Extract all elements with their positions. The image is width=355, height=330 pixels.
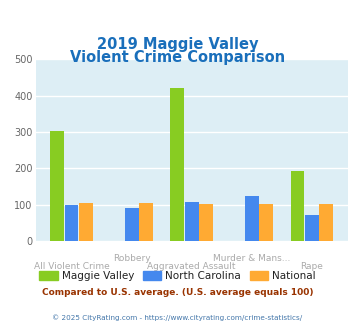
Bar <box>305 215 319 241</box>
Text: © 2025 CityRating.com - https://www.cityrating.com/crime-statistics/: © 2025 CityRating.com - https://www.city… <box>53 314 302 321</box>
Legend: Maggie Valley, North Carolina, National: Maggie Valley, North Carolina, National <box>39 271 316 281</box>
Text: Rape: Rape <box>300 262 323 271</box>
Bar <box>320 204 333 241</box>
Bar <box>245 195 259 241</box>
Text: Compared to U.S. average. (U.S. average equals 100): Compared to U.S. average. (U.S. average … <box>42 287 313 297</box>
Bar <box>185 202 198 241</box>
Bar <box>50 131 64 241</box>
Bar <box>139 203 153 241</box>
Bar <box>79 203 93 241</box>
Text: Murder & Mans...: Murder & Mans... <box>213 253 290 263</box>
Text: All Violent Crime: All Violent Crime <box>34 262 109 271</box>
Bar <box>199 204 213 241</box>
Bar <box>170 88 184 241</box>
Text: Robbery: Robbery <box>113 253 151 263</box>
Bar <box>290 171 304 241</box>
Text: 2019 Maggie Valley: 2019 Maggie Valley <box>97 37 258 52</box>
Text: Aggravated Assault: Aggravated Assault <box>147 262 236 271</box>
Text: Violent Crime Comparison: Violent Crime Comparison <box>70 50 285 65</box>
Bar <box>125 208 138 241</box>
Bar <box>259 204 273 241</box>
Bar <box>65 205 78 241</box>
